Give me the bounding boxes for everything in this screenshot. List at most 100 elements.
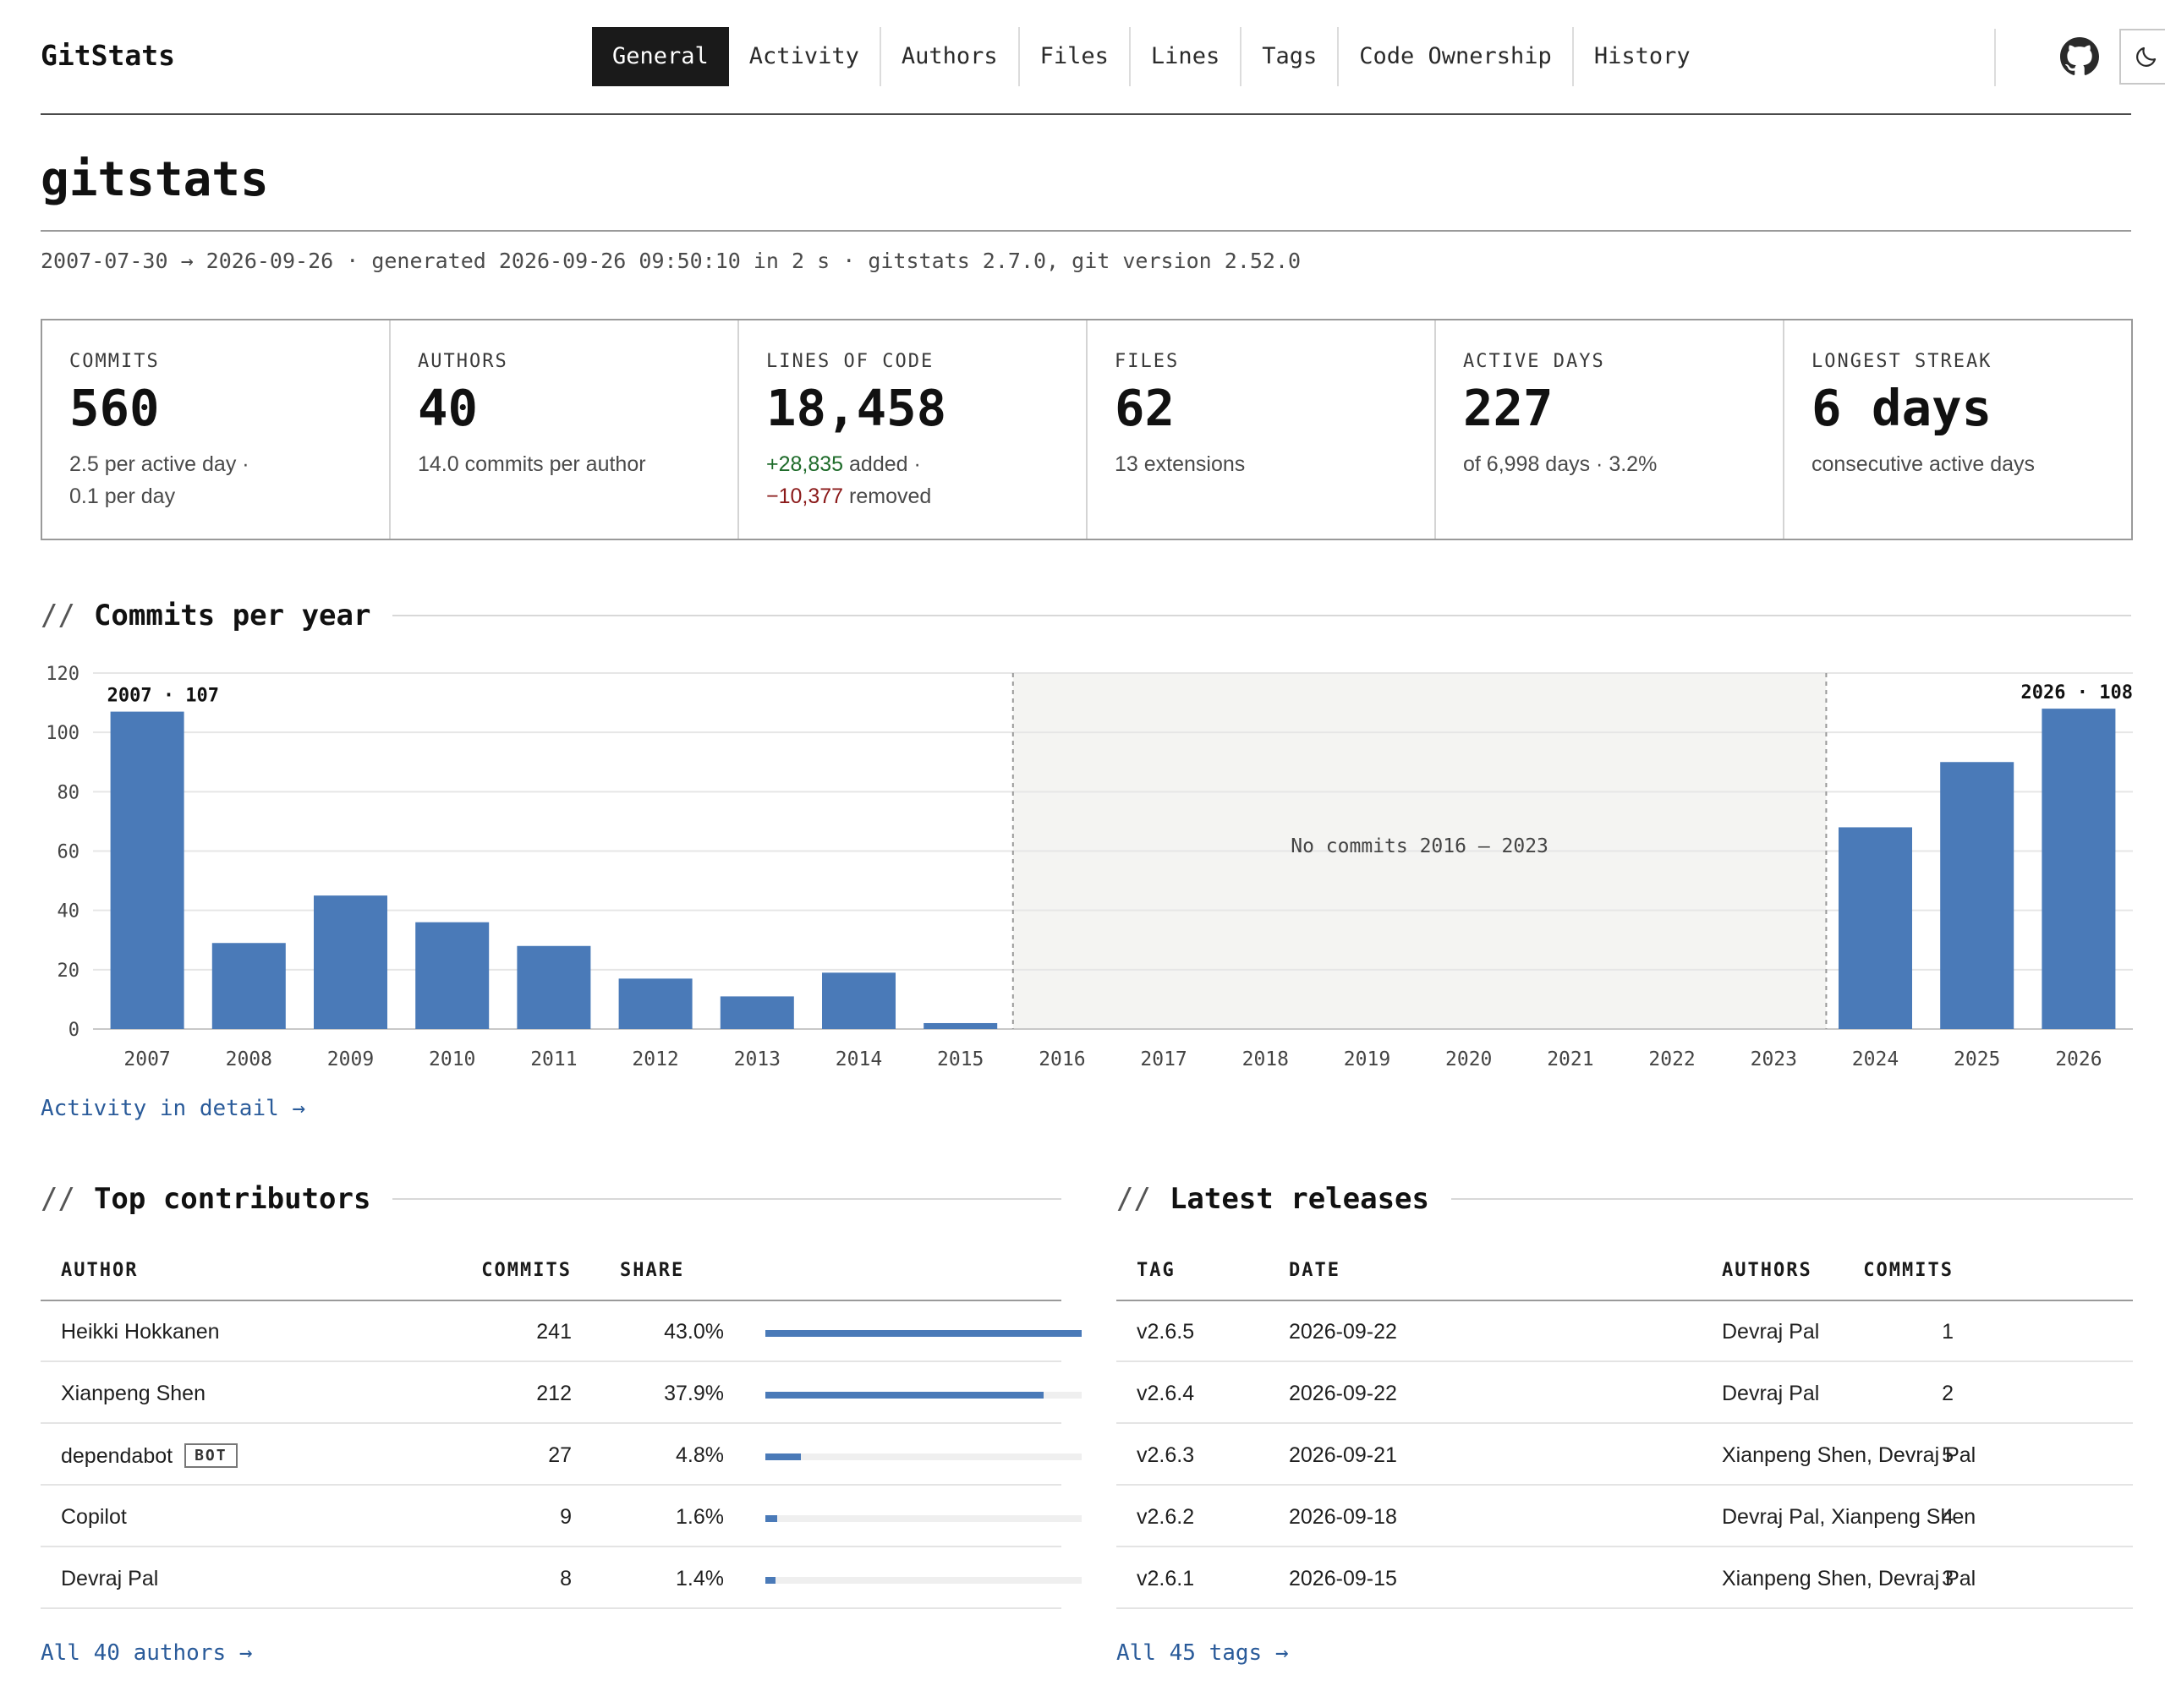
release-commits: 4	[1942, 1505, 1954, 1529]
section-title: Top contributors	[93, 1182, 371, 1216]
release-tag[interactable]: v2.6.1	[1137, 1567, 1195, 1590]
table-row[interactable]: dependabot BOT 27 4.8%	[41, 1425, 1082, 1486]
author-name-text: Heikki Hokkanen	[61, 1320, 220, 1344]
stat-label: FILES	[1115, 351, 1180, 372]
activity-detail-link[interactable]: Activity in detail →	[41, 1096, 306, 1121]
table-header-rule	[1116, 1300, 2133, 1301]
stat-subtext-line: 2.5 per active day ·	[69, 452, 249, 476]
nav-tab-authors[interactable]: Authors	[881, 27, 1020, 86]
release-date: 2026-09-15	[1289, 1567, 1397, 1590]
theme-toggle-button[interactable]	[2119, 29, 2165, 85]
nav-tab-history[interactable]: History	[1593, 43, 1691, 69]
stat-label: AUTHORS	[418, 351, 508, 372]
nav-tab-code-ownership[interactable]: Code Ownership	[1339, 27, 1574, 86]
x-tick-label: 2015	[937, 1048, 984, 1070]
nav-tab-tags[interactable]: Tags	[1241, 27, 1340, 86]
title-divider	[41, 230, 2131, 232]
table-row[interactable]: v2.6.1 2026-09-15 3 Xianpeng Shen, Devraj P…	[1116, 1548, 2133, 1609]
stat-authors: AUTHORS 40 14.0 commits per author	[391, 320, 739, 539]
release-date: 2026-09-22	[1289, 1382, 1397, 1405]
table-header-rule	[41, 1300, 1061, 1301]
x-tick-label: 2008	[226, 1048, 272, 1070]
nav-tab-lines[interactable]: Lines	[1131, 27, 1242, 86]
table-row[interactable]: Devraj Pal 8 1.4%	[41, 1548, 1082, 1609]
release-tag[interactable]: v2.6.3	[1137, 1443, 1195, 1467]
x-tick-label: 2019	[1344, 1048, 1390, 1070]
release-date: 2026-09-18	[1289, 1505, 1397, 1529]
y-tick-label: 40	[58, 901, 80, 922]
y-tick-label: 0	[69, 1020, 79, 1041]
author-commits: 27	[548, 1443, 572, 1467]
bar-annotation: 2007 · 107	[107, 686, 219, 707]
author-share: 43.0%	[664, 1320, 724, 1344]
nav-tab-general[interactable]: General	[592, 27, 729, 86]
bar-2015	[924, 1022, 998, 1029]
lines-added: +28,835	[766, 452, 844, 476]
column-header-date: DATE	[1289, 1260, 1340, 1281]
nav-tab-activity[interactable]: Activity	[729, 27, 881, 86]
release-commits: 2	[1942, 1382, 1954, 1405]
stat-label: COMMITS	[69, 351, 160, 372]
section-header-top-contributors: // Top contributors	[41, 1182, 1061, 1216]
nav-tab-files[interactable]: Files	[1020, 27, 1131, 86]
table-row[interactable]: v2.6.3 2026-09-21 5 Xianpeng Shen, Devraj P…	[1116, 1425, 2133, 1486]
section-rule	[392, 1198, 1061, 1200]
share-bar-track	[765, 1515, 1082, 1522]
x-tick-label: 2025	[1954, 1048, 2000, 1070]
share-bar-fill	[765, 1577, 776, 1584]
section-rule	[1451, 1198, 2133, 1200]
header-divider	[1994, 29, 1996, 86]
y-tick-label: 100	[46, 723, 79, 744]
author-share: 37.9%	[664, 1382, 724, 1405]
section-header-latest-releases: // Latest releases	[1116, 1182, 2133, 1216]
stat-label: ACTIVE DAYS	[1463, 351, 1605, 372]
table-row[interactable]: v2.6.2 2026-09-18 4 Devraj Pal, Xianpeng Sh…	[1116, 1486, 2133, 1547]
stat-value: 6 days	[1811, 379, 1992, 437]
release-date: 2026-09-22	[1289, 1320, 1397, 1344]
release-authors: Devraj Pal, Xianpeng Shen	[1722, 1505, 1976, 1529]
author-share: 1.6%	[676, 1505, 724, 1529]
author-name-text: Devraj Pal	[61, 1567, 159, 1590]
release-commits: 1	[1942, 1320, 1954, 1344]
github-icon[interactable]	[2060, 37, 2099, 76]
app-logo[interactable]: GitStats	[41, 39, 175, 72]
table-row[interactable]: Xianpeng Shen 212 37.9%	[41, 1363, 1082, 1424]
stat-subtext-line: 0.1 per day	[69, 484, 176, 508]
table-row[interactable]: Heikki Hokkanen 241 43.0%	[41, 1301, 1082, 1362]
x-tick-label: 2020	[1445, 1048, 1492, 1070]
x-tick-label: 2023	[1751, 1048, 1797, 1070]
stat-label: LINES OF CODE	[766, 351, 935, 372]
stat-subtext: of 6,998 days · 3.2%	[1463, 452, 1658, 476]
author-commits: 241	[536, 1320, 572, 1344]
section-title: Commits per year	[93, 599, 371, 632]
moon-icon	[2136, 47, 2157, 67]
column-header-share: SHARE	[620, 1260, 685, 1281]
table-row[interactable]: v2.6.5 2026-09-22 1 Devraj Pal	[1116, 1301, 2133, 1362]
stat-subtext: 13 extensions	[1115, 452, 1246, 476]
x-tick-label: 2012	[632, 1048, 678, 1070]
all-tags-link[interactable]: All 45 tags →	[1116, 1640, 1289, 1666]
share-bar-track	[765, 1330, 1082, 1337]
author-commits: 212	[536, 1382, 572, 1405]
lines-removed: −10,377	[766, 484, 844, 508]
all-authors-link[interactable]: All 40 authors →	[41, 1640, 253, 1666]
table-row[interactable]: v2.6.4 2026-09-22 2 Devraj Pal	[1116, 1363, 2133, 1424]
author-name: Xianpeng Shen	[61, 1382, 206, 1406]
stat-value: 62	[1115, 379, 1176, 437]
top-header: GitStats General Activity Authors Files …	[41, 0, 2165, 115]
release-tag[interactable]: v2.6.5	[1137, 1320, 1195, 1344]
column-header-authors: AUTHORS	[1722, 1260, 1812, 1281]
bar-2024	[1839, 827, 1912, 1029]
x-tick-label: 2010	[429, 1048, 475, 1070]
column-header-commits: COMMITS	[1863, 1260, 1954, 1281]
bar-2012	[618, 978, 693, 1029]
author-share: 4.8%	[676, 1443, 724, 1467]
share-bar-track	[765, 1392, 1082, 1399]
table-row[interactable]: Copilot 9 1.6%	[41, 1486, 1082, 1547]
y-tick-label: 80	[58, 782, 80, 803]
release-tag[interactable]: v2.6.2	[1137, 1505, 1195, 1529]
y-tick-label: 20	[58, 961, 80, 982]
release-tag[interactable]: v2.6.4	[1137, 1382, 1195, 1405]
lines-added-suffix: added ·	[843, 452, 921, 476]
x-tick-label: 2026	[2055, 1048, 2102, 1070]
